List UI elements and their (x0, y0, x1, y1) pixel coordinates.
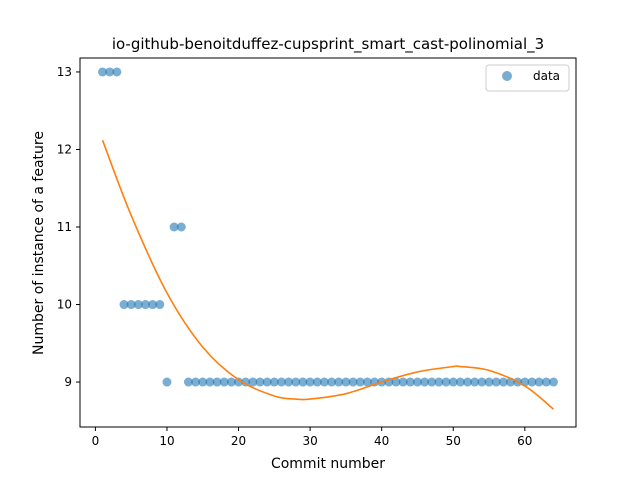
data-point (491, 377, 501, 387)
data-point (262, 377, 272, 387)
fit-line (101, 139, 554, 410)
y-tick-label: 12 (57, 142, 72, 156)
data-point (183, 377, 193, 387)
data-point (276, 377, 286, 387)
data-point (234, 377, 244, 387)
data-point (548, 377, 558, 387)
axis-ticks: 0 10 20 30 40 50 60 9 10 11 12 13 (57, 65, 533, 448)
data-point (298, 377, 308, 387)
y-tick-label: 13 (57, 65, 72, 79)
x-tick-label: 60 (517, 434, 532, 448)
data-point (291, 377, 301, 387)
x-tick-label: 30 (302, 434, 317, 448)
data-point (248, 377, 258, 387)
data-point (255, 377, 265, 387)
data-point (284, 377, 294, 387)
data-point (219, 377, 229, 387)
x-axis-label: Commit number (271, 456, 385, 472)
data-point (448, 377, 458, 387)
data-point (312, 377, 322, 387)
data-point (162, 377, 172, 387)
data-point (427, 377, 437, 387)
y-tick-label: 10 (57, 298, 72, 312)
data-point (226, 377, 236, 387)
plot-area (98, 67, 558, 410)
data-point (334, 377, 344, 387)
data-point (169, 222, 179, 232)
data-point (119, 300, 129, 310)
data-point (126, 300, 136, 310)
data-point (498, 377, 508, 387)
data-point (398, 377, 408, 387)
data-point (441, 377, 451, 387)
data-point (534, 377, 544, 387)
data-point (148, 300, 158, 310)
x-tick-label: 10 (159, 434, 174, 448)
data-point (319, 377, 329, 387)
x-tick-label: 50 (446, 434, 461, 448)
data-point (527, 377, 537, 387)
data-point (484, 377, 494, 387)
data-point (105, 67, 115, 77)
chart-title: io-github-benoitduffez-cupsprint_smart_c… (112, 35, 544, 54)
data-point (212, 377, 222, 387)
data-point (470, 377, 480, 387)
data-point (362, 377, 372, 387)
data-point (420, 377, 430, 387)
legend-marker-data (502, 71, 512, 81)
data-point (455, 377, 465, 387)
data-point (477, 377, 487, 387)
data-point (241, 377, 251, 387)
legend-label-data: data (533, 69, 560, 83)
data-point (305, 377, 315, 387)
data-point (327, 377, 337, 387)
legend: data (485, 64, 570, 92)
data-point (541, 377, 551, 387)
x-tick-label: 20 (231, 434, 246, 448)
data-point (412, 377, 422, 387)
data-point (112, 67, 122, 77)
data-point (355, 377, 365, 387)
data-point (198, 377, 208, 387)
data-point (341, 377, 351, 387)
data-point (463, 377, 473, 387)
x-tick-label: 0 (92, 434, 100, 448)
data-point (405, 377, 415, 387)
data-point (98, 67, 108, 77)
data-point (348, 377, 358, 387)
data-point (140, 300, 150, 310)
data-point (191, 377, 201, 387)
y-axis-label: Number of instance of a feature (31, 131, 47, 355)
y-tick-label: 11 (57, 220, 72, 234)
data-point (133, 300, 143, 310)
data-point (434, 377, 444, 387)
x-tick-label: 40 (374, 434, 389, 448)
data-point (391, 377, 401, 387)
y-tick-label: 9 (64, 375, 72, 389)
plot-frame (79, 57, 577, 428)
data-point (176, 222, 186, 232)
data-point (205, 377, 215, 387)
data-point (155, 300, 165, 310)
data-point (269, 377, 279, 387)
